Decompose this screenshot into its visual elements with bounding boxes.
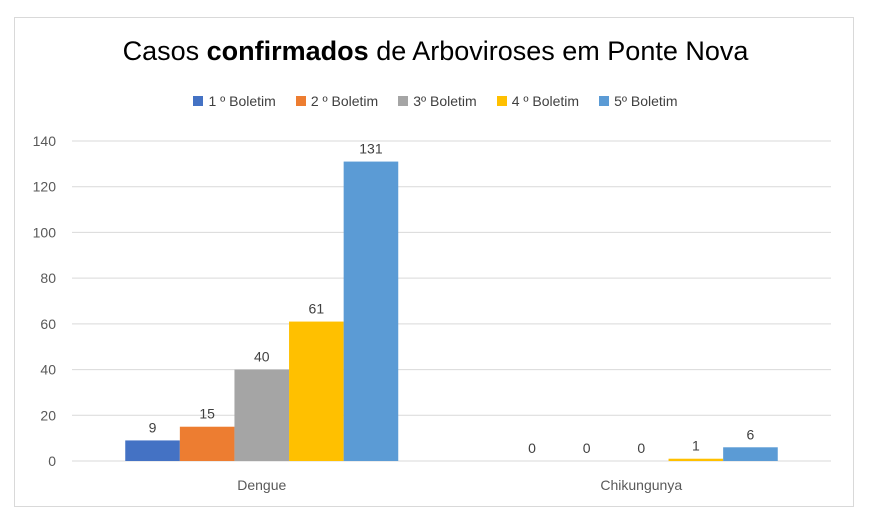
data-label-dengue-series-2: 15 <box>199 406 215 422</box>
y-tick-label-140: 140 <box>33 133 57 149</box>
legend-swatch-3 <box>398 96 409 106</box>
data-label-dengue-series-1: 9 <box>149 419 157 435</box>
bar-dengue-series-2 <box>179 426 235 461</box>
legend-swatch-4 <box>496 96 507 106</box>
bar-chikungunya-series-4 <box>668 458 724 461</box>
bar-dengue-series-5 <box>343 161 399 462</box>
legend-label-1: 1 º Boletim <box>208 93 276 109</box>
bar-dengue-series-4 <box>289 321 344 461</box>
data-label-chikungunya-series-3: 0 <box>637 440 645 456</box>
legend: 1 º Boletim 2 º Boletim 3º Boletim 4 º Bole… <box>0 93 871 109</box>
legend-label-2: 2 º Boletim <box>310 93 379 109</box>
x-category-label-chikungunya: Chikungunya <box>600 477 682 493</box>
chart-title-bold: confirmados <box>206 36 369 66</box>
data-label-chikungunya-series-2: 0 <box>583 440 591 456</box>
legend-item-4: 4 º Boletim <box>496 93 580 109</box>
y-tick-label-80: 80 <box>40 270 56 286</box>
chart-title: Casos confirmados de Arboviroses em Pont… <box>0 36 871 67</box>
y-tick-label-100: 100 <box>33 224 57 240</box>
legend-label-5: 5º Boletim <box>614 93 678 109</box>
legend-item-2: 2 º Boletim <box>295 93 379 109</box>
data-label-dengue-series-5: 131 <box>359 141 383 157</box>
data-label-chikungunya-series-5: 6 <box>747 426 755 442</box>
legend-item-1: 1 º Boletim <box>193 93 276 109</box>
y-tick-label-60: 60 <box>40 316 56 332</box>
legend-item-5: 5º Boletim <box>599 93 678 109</box>
y-tick-label-20: 20 <box>40 407 56 423</box>
legend-swatch-5 <box>599 96 610 106</box>
data-label-dengue-series-4: 61 <box>309 301 325 317</box>
y-tick-label-0: 0 <box>48 453 56 469</box>
bar-chikungunya-series-5 <box>723 447 778 461</box>
legend-swatch-2 <box>295 96 306 106</box>
bar-dengue-series-3 <box>234 369 290 461</box>
legend-label-3: 3º Boletim <box>413 93 477 109</box>
y-tick-label-120: 120 <box>33 179 57 195</box>
data-label-dengue-series-3: 40 <box>254 349 270 365</box>
data-label-chikungunya-series-1: 0 <box>528 440 536 456</box>
legend-swatch-1 <box>193 96 204 106</box>
data-label-chikungunya-series-4: 1 <box>692 438 700 454</box>
bar-dengue-series-1 <box>125 440 180 461</box>
legend-label-4: 4 º Boletim <box>511 93 580 109</box>
legend-item-3: 3º Boletim <box>398 93 477 109</box>
chart-frame <box>14 17 854 507</box>
x-category-label-dengue: Dengue <box>237 477 286 493</box>
chart-title-pre: Casos <box>122 36 207 66</box>
y-tick-label-40: 40 <box>40 362 56 378</box>
chart-title-post: de Arboviroses em Ponte Nova <box>368 36 749 66</box>
